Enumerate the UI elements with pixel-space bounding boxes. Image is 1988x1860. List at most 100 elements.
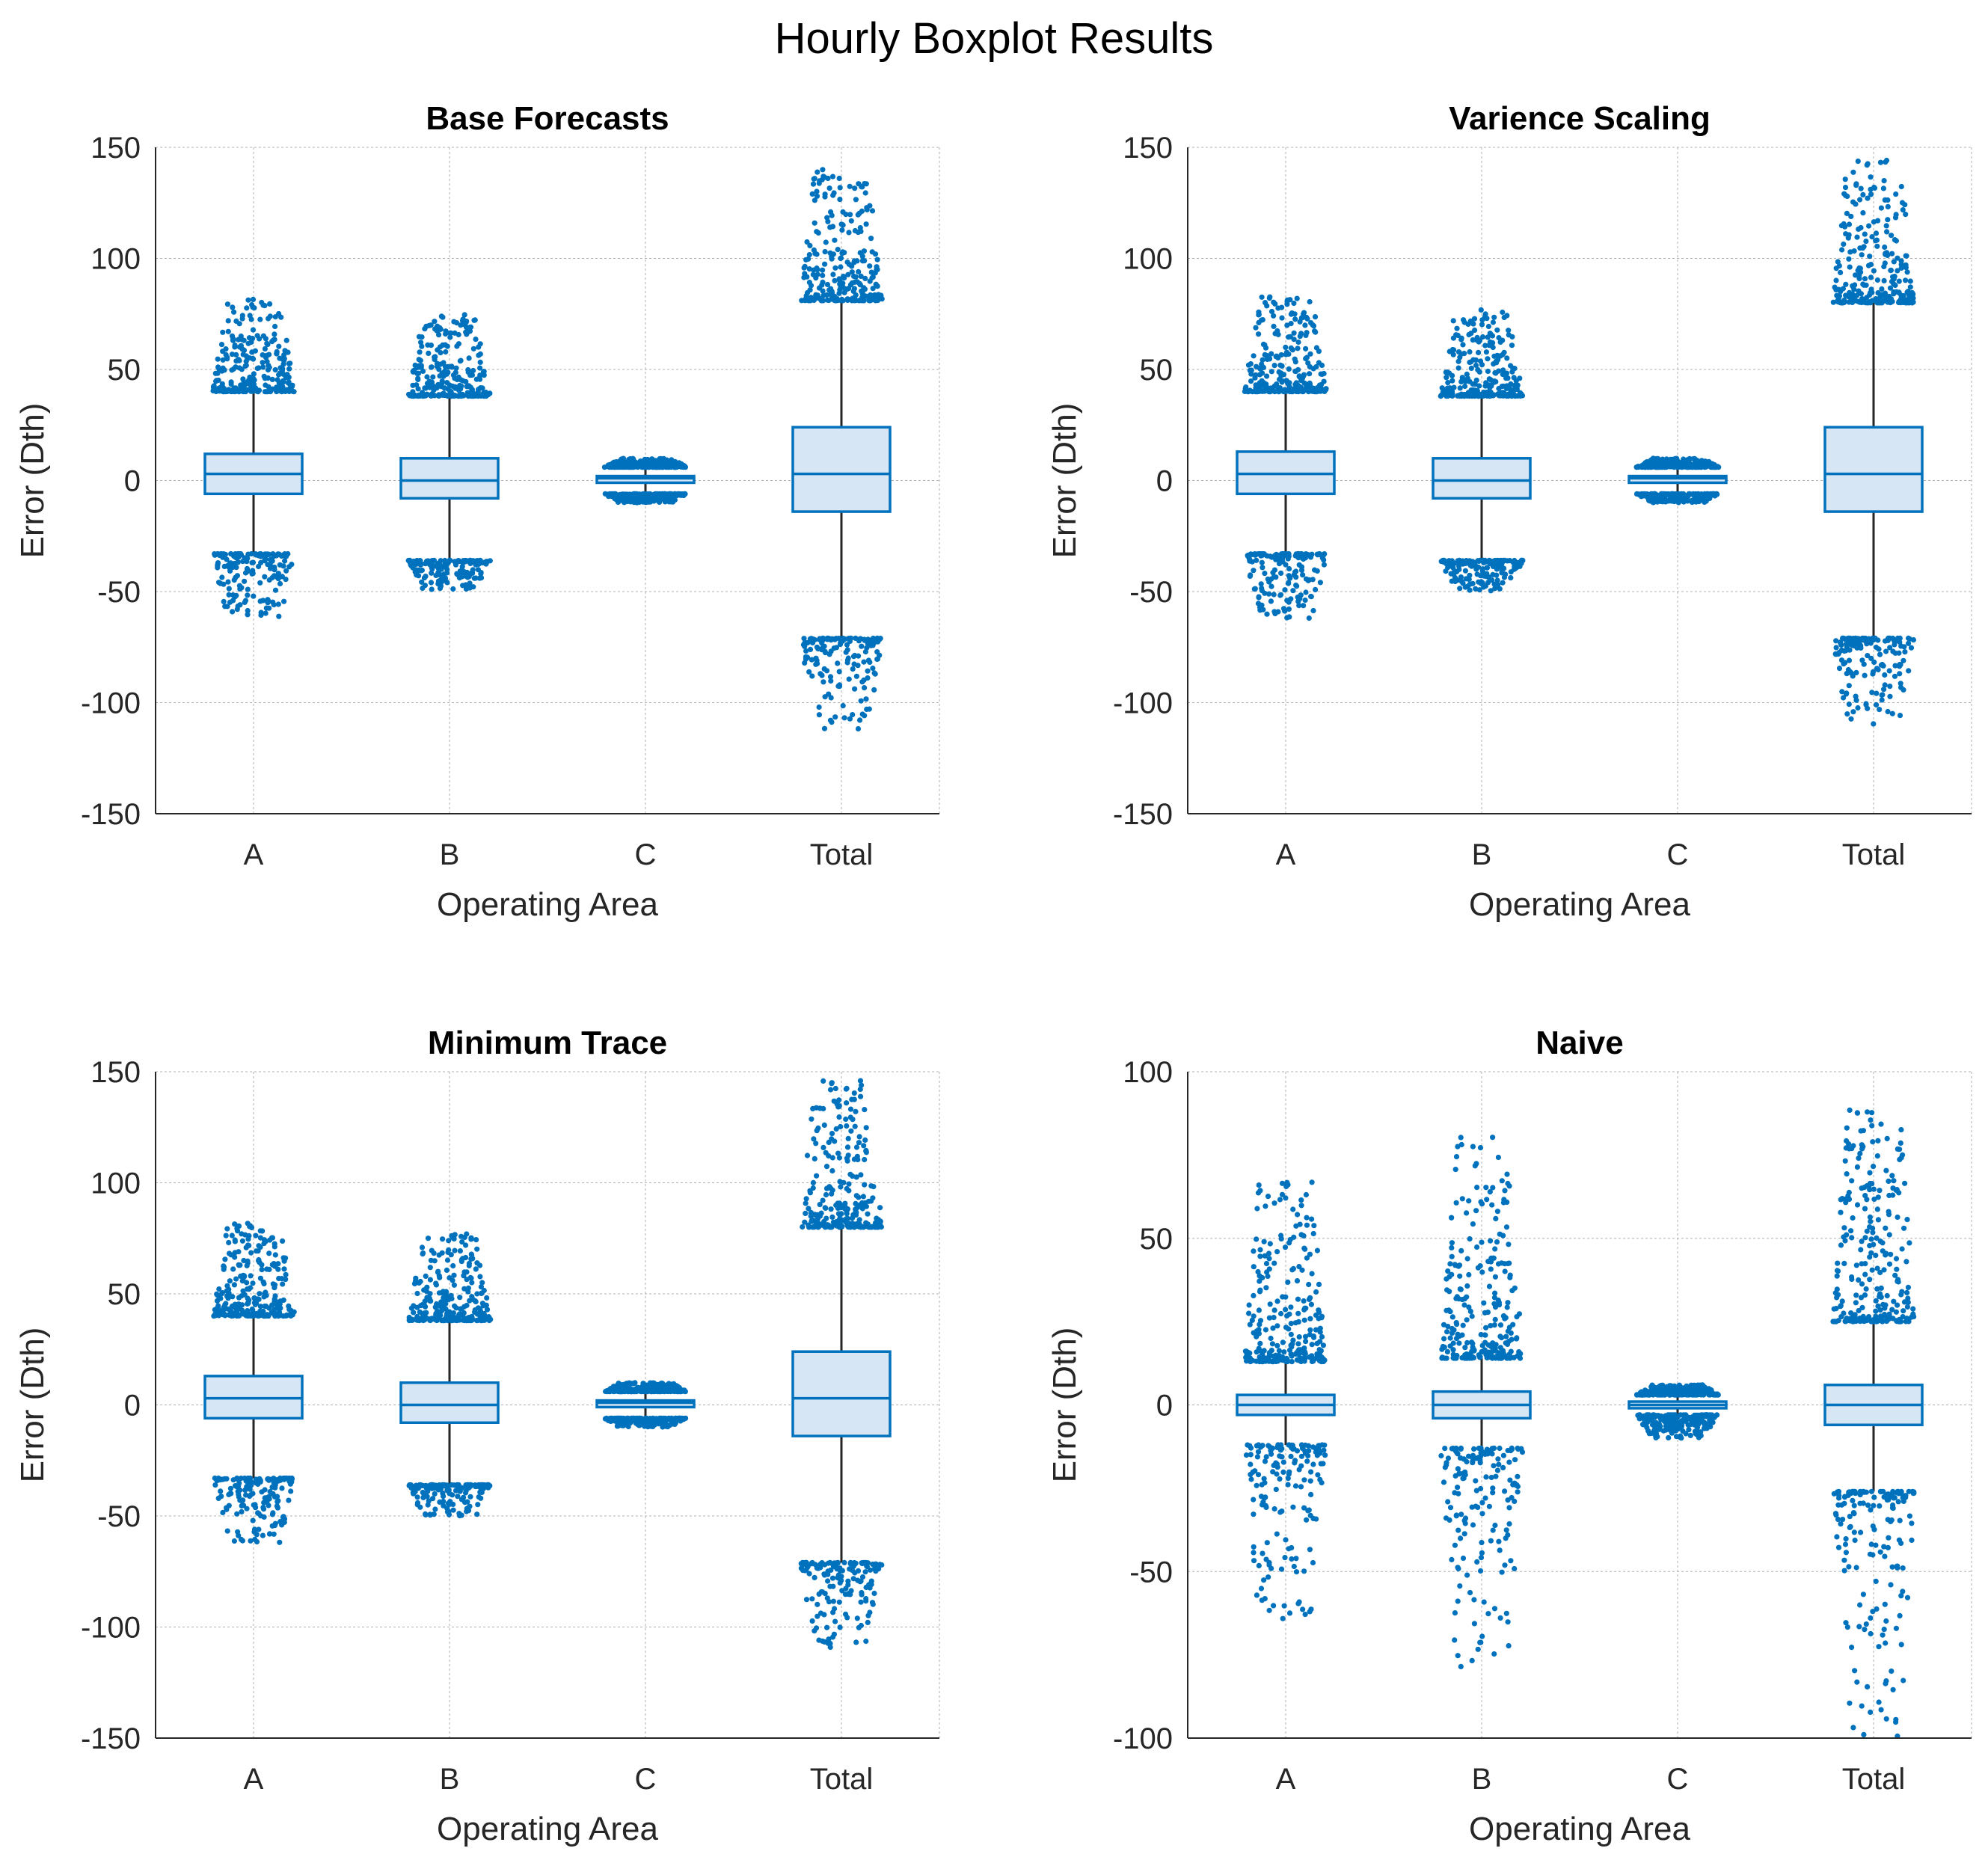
outlier-point — [227, 599, 233, 605]
outlier-point — [1485, 580, 1491, 586]
outlier-point — [809, 191, 815, 197]
box-body — [399, 457, 500, 500]
outlier-point — [239, 1503, 245, 1508]
outlier-point — [1892, 673, 1898, 679]
outlier-point — [1886, 668, 1892, 674]
outlier-point — [214, 378, 220, 384]
outlier-point — [252, 1502, 258, 1508]
outlier-point — [245, 340, 251, 346]
outlier-point — [1883, 294, 1889, 300]
outlier-point — [661, 491, 668, 497]
outlier-point — [848, 218, 854, 224]
outlier-point — [806, 266, 812, 272]
outlier-point — [1280, 389, 1286, 395]
outlier-point — [444, 1508, 451, 1514]
outlier-point — [1847, 647, 1853, 653]
outlier-point — [271, 1523, 278, 1529]
outlier-point — [1483, 574, 1489, 580]
outlier-point — [221, 1305, 227, 1311]
outlier-point — [425, 558, 431, 564]
outlier-point — [283, 1277, 289, 1283]
outlier-point — [1479, 392, 1485, 398]
outlier-point — [832, 714, 838, 720]
outlier-point — [212, 1307, 218, 1313]
outlier-point — [1443, 568, 1449, 574]
outlier-point — [837, 197, 843, 203]
outlier-point — [628, 1387, 635, 1393]
outlier-point — [1868, 174, 1874, 180]
outlier-point — [239, 1508, 245, 1514]
outlier-point — [279, 574, 285, 580]
outlier-point — [820, 1078, 826, 1084]
outlier-point — [414, 1290, 420, 1297]
outlier-point — [869, 208, 876, 214]
outlier-point — [863, 696, 869, 702]
outlier-point — [1485, 368, 1491, 375]
outlier-point — [432, 354, 438, 360]
outlier-point — [1295, 339, 1301, 346]
outlier-point — [253, 1233, 259, 1239]
outlier-point — [1857, 266, 1863, 271]
outlier-point — [1862, 635, 1868, 642]
outlier-point — [271, 331, 277, 337]
outlier-point — [435, 347, 441, 353]
outlier-point — [850, 666, 856, 672]
outlier-point — [239, 1307, 245, 1313]
outlier-point — [286, 366, 292, 372]
outlier-point — [844, 259, 850, 266]
outlier-point — [241, 347, 248, 353]
outlier-point — [416, 357, 422, 363]
outlier-point — [464, 1269, 470, 1275]
outlier-point — [229, 1313, 235, 1319]
outlier-point — [811, 247, 817, 253]
x-tick-label: Total — [810, 838, 874, 871]
outlier-point — [1903, 262, 1909, 268]
outlier-point — [477, 359, 483, 365]
outlier-point — [248, 1285, 254, 1291]
outlier-point — [1310, 607, 1316, 614]
outlier-point — [440, 1236, 446, 1242]
outlier-point — [477, 365, 483, 371]
outlier-point — [1836, 666, 1843, 672]
outlier-point — [1896, 650, 1902, 656]
outlier-point — [1865, 195, 1871, 201]
outlier-point — [453, 1305, 459, 1311]
outlier-point — [848, 1128, 854, 1134]
outlier-point — [1888, 268, 1894, 274]
outlier-point — [1259, 585, 1265, 592]
outlier-point — [1245, 389, 1251, 395]
outlier-point — [1504, 355, 1510, 361]
outlier-point — [812, 1155, 817, 1161]
outlier-point — [234, 1226, 240, 1232]
outlier-point — [1906, 668, 1912, 674]
outlier-point — [221, 563, 227, 570]
outlier-point — [1854, 234, 1860, 240]
outlier-point — [234, 1484, 240, 1490]
outlier-point — [432, 1491, 438, 1497]
outlier-point — [862, 1156, 868, 1163]
outlier-point — [875, 296, 881, 302]
outlier-point — [429, 586, 435, 592]
outlier-point — [1446, 349, 1452, 354]
outlier-point — [1675, 491, 1681, 497]
outlier-point — [1298, 378, 1304, 384]
outlier-point — [461, 1317, 467, 1323]
outlier-point — [477, 385, 484, 391]
outlier-point — [859, 290, 865, 296]
outlier-point — [418, 568, 424, 574]
outlier-point — [1254, 389, 1260, 395]
outlier-point — [647, 491, 653, 497]
outlier-point — [257, 316, 263, 322]
outlier-point — [474, 1291, 480, 1297]
figure-title: Hourly Boxplot Results — [774, 14, 1214, 63]
outlier-point — [1839, 247, 1845, 253]
outlier-point — [823, 668, 830, 674]
outlier-point — [246, 377, 252, 383]
outlier-point — [1296, 603, 1302, 609]
outlier-point — [475, 1502, 481, 1508]
outlier-point — [458, 1512, 464, 1518]
outlier-point — [1882, 260, 1888, 266]
outlier-point — [610, 461, 616, 467]
outlier-point — [418, 1303, 424, 1309]
